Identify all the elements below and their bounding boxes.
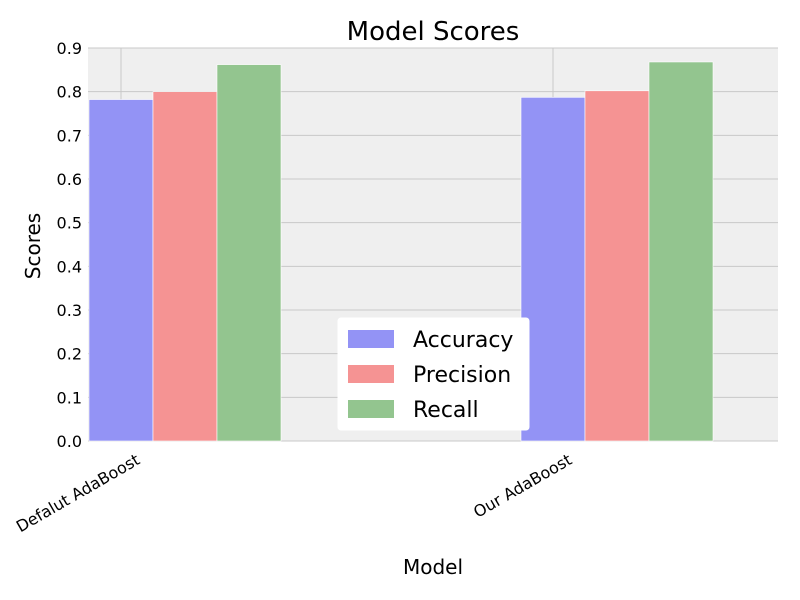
x-tick-labels: Defalut AdaBoost Our AdaBoost [13,450,575,536]
x-tick-label: Our AdaBoost [470,450,575,522]
y-tick-label: 0.5 [57,214,82,233]
bar-recall [648,61,714,442]
bars-group [88,61,714,442]
bar-precision [584,90,650,442]
y-tick-label: 0.2 [57,345,82,364]
legend-label-recall: Recall [413,398,479,423]
chart-title: Model Scores [347,17,520,47]
y-tick-label: 0.7 [57,126,82,145]
legend-label-accuracy: Accuracy [413,328,513,353]
y-tick-label: 0.3 [57,301,82,320]
y-tick-label: 0.4 [57,257,82,276]
y-tick-label: 0.6 [57,170,82,189]
y-tick-label: 0.9 [57,39,82,58]
y-axis-title: Scores [21,213,45,279]
legend-label-precision: Precision [413,363,511,388]
bar-precision [152,91,218,442]
y-tick-label: 0.1 [57,388,82,407]
legend: Accuracy Precision Recall [337,317,530,431]
legend-swatch-recall [348,400,394,418]
legend-swatch-accuracy [348,330,394,348]
y-tick-label: 0.0 [57,432,82,451]
bar-recall [216,64,282,442]
bar-accuracy [520,97,586,442]
legend-swatch-precision [348,365,394,383]
bar-accuracy [88,99,154,442]
x-tick-label: Defalut AdaBoost [13,450,143,536]
x-axis-title: Model [403,555,463,579]
y-tick-label: 0.8 [57,83,82,102]
y-tick-labels: 0.0 0.1 0.2 0.3 0.4 0.5 0.6 0.7 0.8 0.9 [57,39,82,451]
